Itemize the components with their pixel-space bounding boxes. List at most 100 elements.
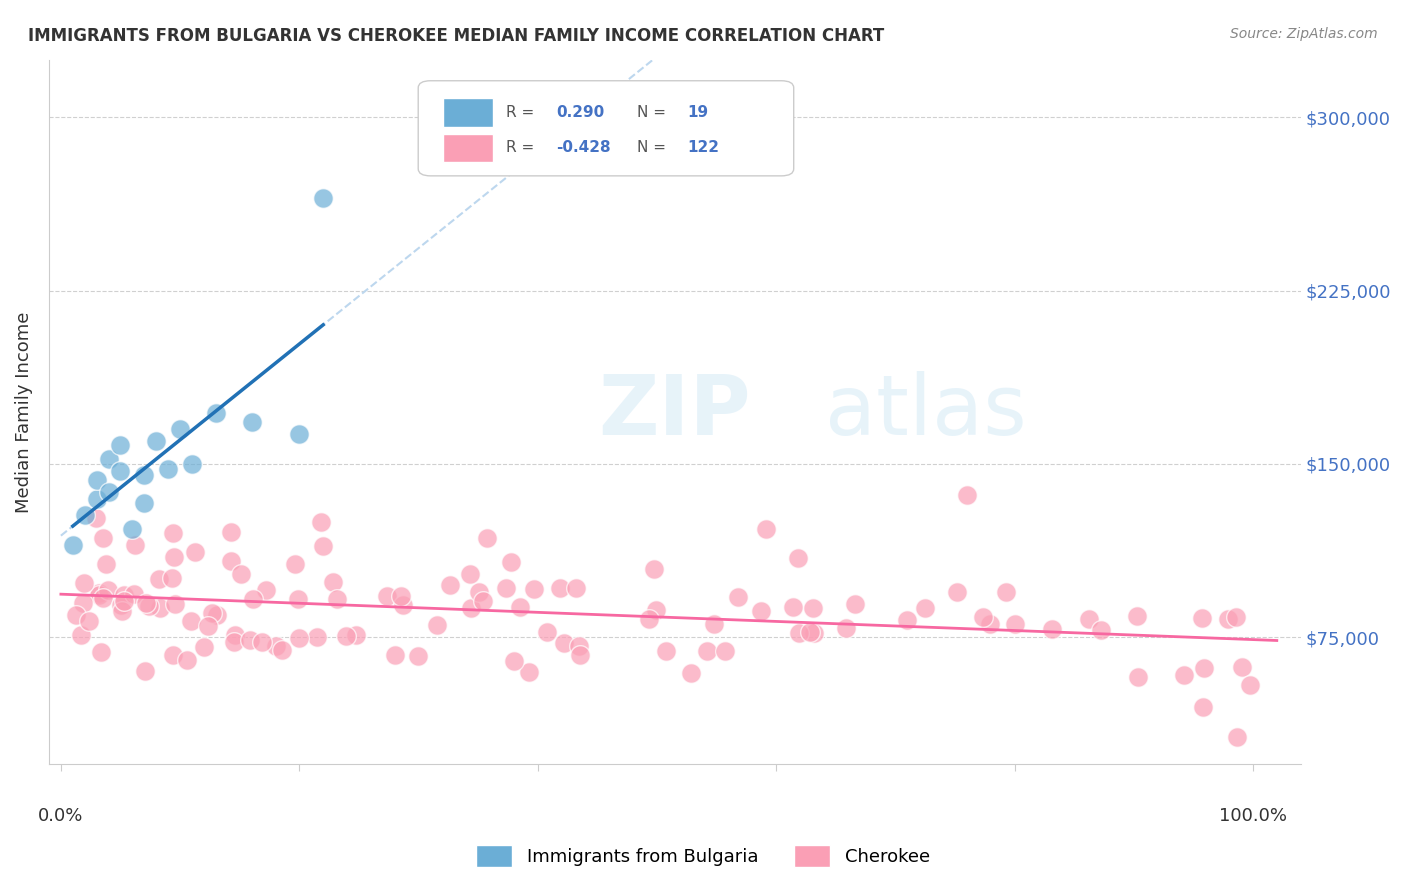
Point	[1126, 670, 1149, 684]
Point	[696, 644, 718, 658]
Point	[703, 617, 725, 632]
Point	[149, 601, 172, 615]
Point	[93, 591, 115, 605]
Point	[160, 571, 183, 585]
Text: Source: ZipAtlas.com: Source: ZipAtlas.com	[1230, 27, 1378, 41]
Text: 100.0%: 100.0%	[1219, 806, 1286, 824]
Point	[322, 575, 344, 590]
Point	[655, 644, 678, 658]
Point	[1090, 624, 1112, 638]
Point	[727, 591, 749, 605]
Point	[565, 581, 588, 595]
Text: N =: N =	[637, 105, 666, 120]
Point	[162, 648, 184, 662]
Point	[495, 582, 517, 596]
Point	[523, 582, 546, 596]
Point	[391, 598, 413, 612]
Point	[169, 422, 191, 436]
Bar	[443, 134, 494, 161]
Text: 0.0%: 0.0%	[38, 806, 83, 824]
Point	[312, 539, 335, 553]
Point	[94, 558, 117, 572]
Point	[135, 596, 157, 610]
Point	[645, 603, 668, 617]
Point	[121, 522, 143, 536]
Point	[946, 585, 969, 599]
Point	[375, 589, 398, 603]
Point	[844, 597, 866, 611]
Point	[468, 585, 491, 599]
Point	[91, 532, 114, 546]
Point	[1126, 609, 1149, 624]
Point	[65, 607, 87, 622]
Point	[550, 582, 572, 596]
Point	[499, 555, 522, 569]
Point	[110, 464, 132, 478]
Point	[124, 538, 146, 552]
Point	[1173, 667, 1195, 681]
Point	[163, 550, 186, 565]
Point	[110, 604, 132, 618]
Point	[994, 585, 1017, 599]
Point	[242, 592, 264, 607]
Point	[176, 653, 198, 667]
Point	[335, 629, 357, 643]
Point	[896, 613, 918, 627]
Point	[384, 648, 406, 662]
Point	[1239, 678, 1261, 692]
Point	[1226, 730, 1249, 744]
Text: 0.290: 0.290	[555, 105, 605, 120]
Text: R =: R =	[506, 105, 534, 120]
Point	[62, 538, 84, 552]
Point	[86, 491, 108, 506]
Point	[391, 589, 413, 603]
Point	[509, 599, 531, 614]
Point	[749, 604, 772, 618]
Point	[979, 617, 1001, 632]
Point	[955, 488, 977, 502]
Point	[305, 630, 328, 644]
Point	[231, 567, 253, 582]
Point	[112, 594, 135, 608]
Point	[97, 484, 120, 499]
Point	[239, 632, 262, 647]
Point	[1192, 661, 1215, 675]
Point	[201, 606, 224, 620]
Point	[157, 461, 180, 475]
Point	[713, 644, 735, 658]
Point	[638, 612, 661, 626]
Point	[803, 626, 825, 640]
Point	[568, 639, 591, 653]
Point	[517, 665, 540, 679]
Point	[787, 626, 810, 640]
Point	[1225, 610, 1247, 624]
Point	[1216, 612, 1239, 626]
Point	[312, 191, 335, 205]
Point	[250, 635, 273, 649]
Point	[87, 586, 110, 600]
Legend: Immigrants from Bulgaria, Cherokee: Immigrants from Bulgaria, Cherokee	[468, 838, 938, 874]
Point	[755, 522, 778, 536]
Point	[86, 473, 108, 487]
Point	[205, 406, 228, 420]
Point	[163, 597, 186, 611]
Y-axis label: Median Family Income: Median Family Income	[15, 311, 32, 513]
Point	[254, 583, 277, 598]
Point	[264, 639, 287, 653]
Point	[97, 582, 120, 597]
Point	[1230, 660, 1253, 674]
Point	[782, 600, 804, 615]
Point	[207, 608, 229, 623]
Point	[288, 631, 311, 645]
Point	[288, 426, 311, 441]
Point	[835, 621, 858, 635]
Point	[309, 515, 332, 529]
Point	[84, 511, 107, 525]
Point	[112, 589, 135, 603]
Point	[553, 636, 575, 650]
Point	[458, 567, 481, 582]
Point	[73, 575, 96, 590]
Point	[503, 655, 526, 669]
Point	[475, 531, 498, 545]
Point	[270, 643, 292, 657]
